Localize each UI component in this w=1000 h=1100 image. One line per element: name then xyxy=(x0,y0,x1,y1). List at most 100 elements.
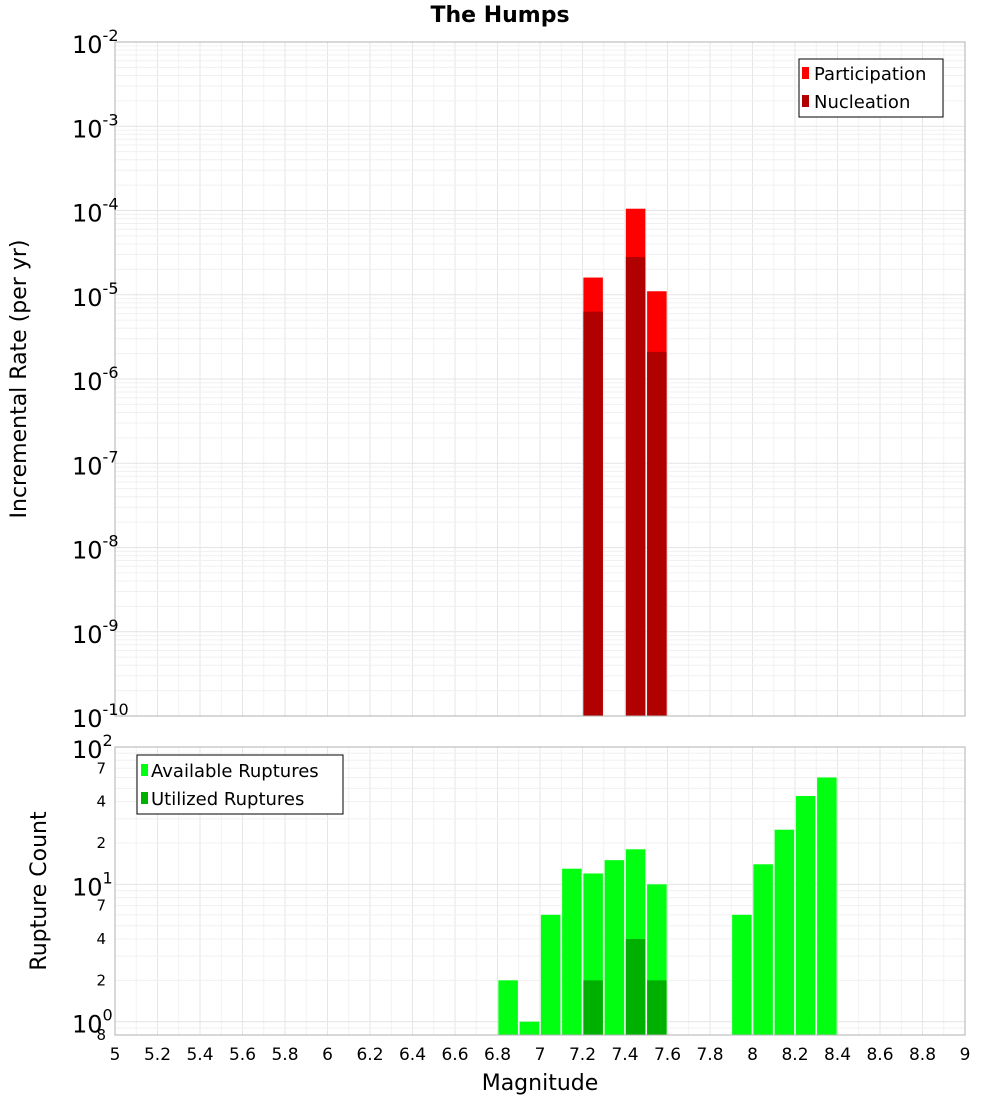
y-tick-base: 10 xyxy=(72,452,103,480)
y-tick-exponent: -4 xyxy=(103,195,119,214)
rate-y-tick-label: 10-8 xyxy=(72,532,119,565)
available-ruptures-bar xyxy=(732,914,752,1035)
available-ruptures-bar xyxy=(540,914,561,1035)
y-tick-exponent: 2 xyxy=(103,731,113,750)
y-tick-base: 10 xyxy=(72,537,103,565)
x-tick-label: 6.6 xyxy=(441,1045,468,1065)
legend-swatch-nucleation xyxy=(802,95,809,107)
x-tick-label: 7.4 xyxy=(611,1045,638,1065)
x-tick-label: 5.4 xyxy=(186,1045,213,1065)
x-tick-label: 8.8 xyxy=(909,1045,936,1065)
y-tick-exponent: -6 xyxy=(103,363,119,382)
x-tick-label: 5 xyxy=(110,1045,121,1065)
rate-legend-box xyxy=(798,58,944,118)
y-tick-exponent: -3 xyxy=(103,110,119,129)
nucleation-bar xyxy=(647,351,667,716)
x-tick-label: 6.8 xyxy=(484,1045,511,1065)
count-y-tick-label: 102 xyxy=(72,731,113,764)
x-tick-label: 9 xyxy=(960,1045,971,1065)
y-tick-base: 10 xyxy=(72,200,103,228)
legend-swatch-utilized xyxy=(141,792,148,804)
count-y-minor-tick-label: 7 xyxy=(96,897,106,915)
utilized-ruptures-bar xyxy=(647,980,667,1035)
y-tick-base: 10 xyxy=(72,736,103,764)
chart-title: The Humps xyxy=(430,3,569,28)
available-ruptures-bar xyxy=(753,864,773,1035)
x-tick-label: 6 xyxy=(322,1045,333,1065)
y-tick-base: 10 xyxy=(72,621,103,649)
available-ruptures-bar xyxy=(817,777,837,1035)
x-tick-label: 7 xyxy=(535,1045,546,1065)
x-tick-label: 8.4 xyxy=(824,1045,851,1065)
y-tick-base: 10 xyxy=(72,705,103,733)
y-tick-exponent: -2 xyxy=(103,26,119,45)
legend-label-available: Available Ruptures xyxy=(151,761,319,782)
count-y-minor-tick-label: 4 xyxy=(96,793,106,811)
x-tick-label: 7.8 xyxy=(696,1045,723,1065)
rate-y-tick-label: 10-9 xyxy=(72,616,119,649)
y-tick-exponent: -7 xyxy=(103,447,119,466)
rate-y-tick-label: 10-10 xyxy=(72,700,129,733)
y-tick-exponent: -10 xyxy=(103,700,129,719)
count-bars xyxy=(498,777,837,1035)
available-ruptures-bar xyxy=(795,795,816,1035)
x-tick-label: 7.6 xyxy=(654,1045,681,1065)
y-tick-base: 10 xyxy=(72,873,103,901)
available-ruptures-bar xyxy=(498,980,518,1035)
legend-swatch-participation xyxy=(802,67,809,79)
y-tick-base: 10 xyxy=(72,1011,103,1039)
rate-gridlines xyxy=(114,41,966,717)
rate-y-ticks: 10-210-310-410-510-610-710-810-910-10 xyxy=(72,26,129,733)
x-tick-label: 7.2 xyxy=(569,1045,596,1065)
legend-label-participation: Participation xyxy=(814,64,926,85)
nucleation-bar xyxy=(625,257,646,716)
available-ruptures-bar xyxy=(519,1021,540,1035)
count-plot-border xyxy=(114,746,966,1036)
y-tick-exponent: -9 xyxy=(103,616,119,635)
x-tick-labels: 5 5.2 5.4 5.6 5.8 6 6.2 6.4 6.6 6.8 7 7.2 7.4 7.6 7.8 8… xyxy=(110,1045,971,1065)
count-y-minor-tick-label: 8 xyxy=(96,1026,106,1044)
y-tick-base: 10 xyxy=(72,115,103,143)
count-y-minor-tick-label: 7 xyxy=(96,759,106,777)
available-ruptures-bar xyxy=(562,868,582,1035)
y-tick-exponent: -5 xyxy=(103,279,119,298)
y-tick-exponent: 0 xyxy=(103,1006,113,1025)
nucleation-bar xyxy=(583,311,603,716)
legend-label-utilized: Utilized Ruptures xyxy=(151,789,304,810)
available-ruptures-bar xyxy=(774,829,795,1035)
x-tick-label: 6.4 xyxy=(399,1045,426,1065)
rate-y-tick-label: 10-6 xyxy=(72,363,119,396)
y-tick-exponent: -8 xyxy=(103,532,119,551)
legend-swatch-available xyxy=(141,764,148,776)
count-y-axis-label: Rupture Count xyxy=(27,811,52,971)
count-y-tick-label: 101 xyxy=(72,868,113,901)
rate-y-axis-label: Incremental Rate (per yr) xyxy=(7,240,32,519)
count-legend-box xyxy=(136,754,344,815)
rate-bars xyxy=(583,208,667,717)
y-tick-base: 10 xyxy=(72,284,103,312)
rate-y-tick-label: 10-7 xyxy=(72,447,119,480)
rate-y-tick-label: 10-3 xyxy=(72,110,119,143)
available-ruptures-bar xyxy=(604,860,625,1035)
utilized-ruptures-bar xyxy=(583,980,603,1035)
count-y-minor-tick-label: 2 xyxy=(96,971,106,989)
count-y-minor-tick-label: 4 xyxy=(96,930,106,948)
rate-legend: Participation Nucleation xyxy=(798,58,944,118)
count-legend: Available Ruptures Utilized Ruptures xyxy=(136,754,344,815)
x-tick-label: 5.6 xyxy=(229,1045,256,1065)
rate-panel: 10-210-310-410-510-610-710-810-910-10 In… xyxy=(7,26,966,733)
utilized-ruptures-bar xyxy=(625,939,646,1035)
x-tick-label: 8.2 xyxy=(781,1045,808,1065)
x-tick-label: 5.8 xyxy=(271,1045,298,1065)
rate-y-tick-label: 10-5 xyxy=(72,279,119,312)
x-tick-label: 5.2 xyxy=(144,1045,171,1065)
count-y-tick-label: 100 xyxy=(72,1006,113,1039)
y-tick-base: 10 xyxy=(72,368,103,396)
x-tick-label: 8.6 xyxy=(866,1045,893,1065)
rate-y-tick-label: 10-2 xyxy=(72,26,119,59)
y-tick-base: 10 xyxy=(72,31,103,59)
rate-y-tick-label: 10-4 xyxy=(72,195,119,228)
rate-plot-border xyxy=(114,41,966,717)
